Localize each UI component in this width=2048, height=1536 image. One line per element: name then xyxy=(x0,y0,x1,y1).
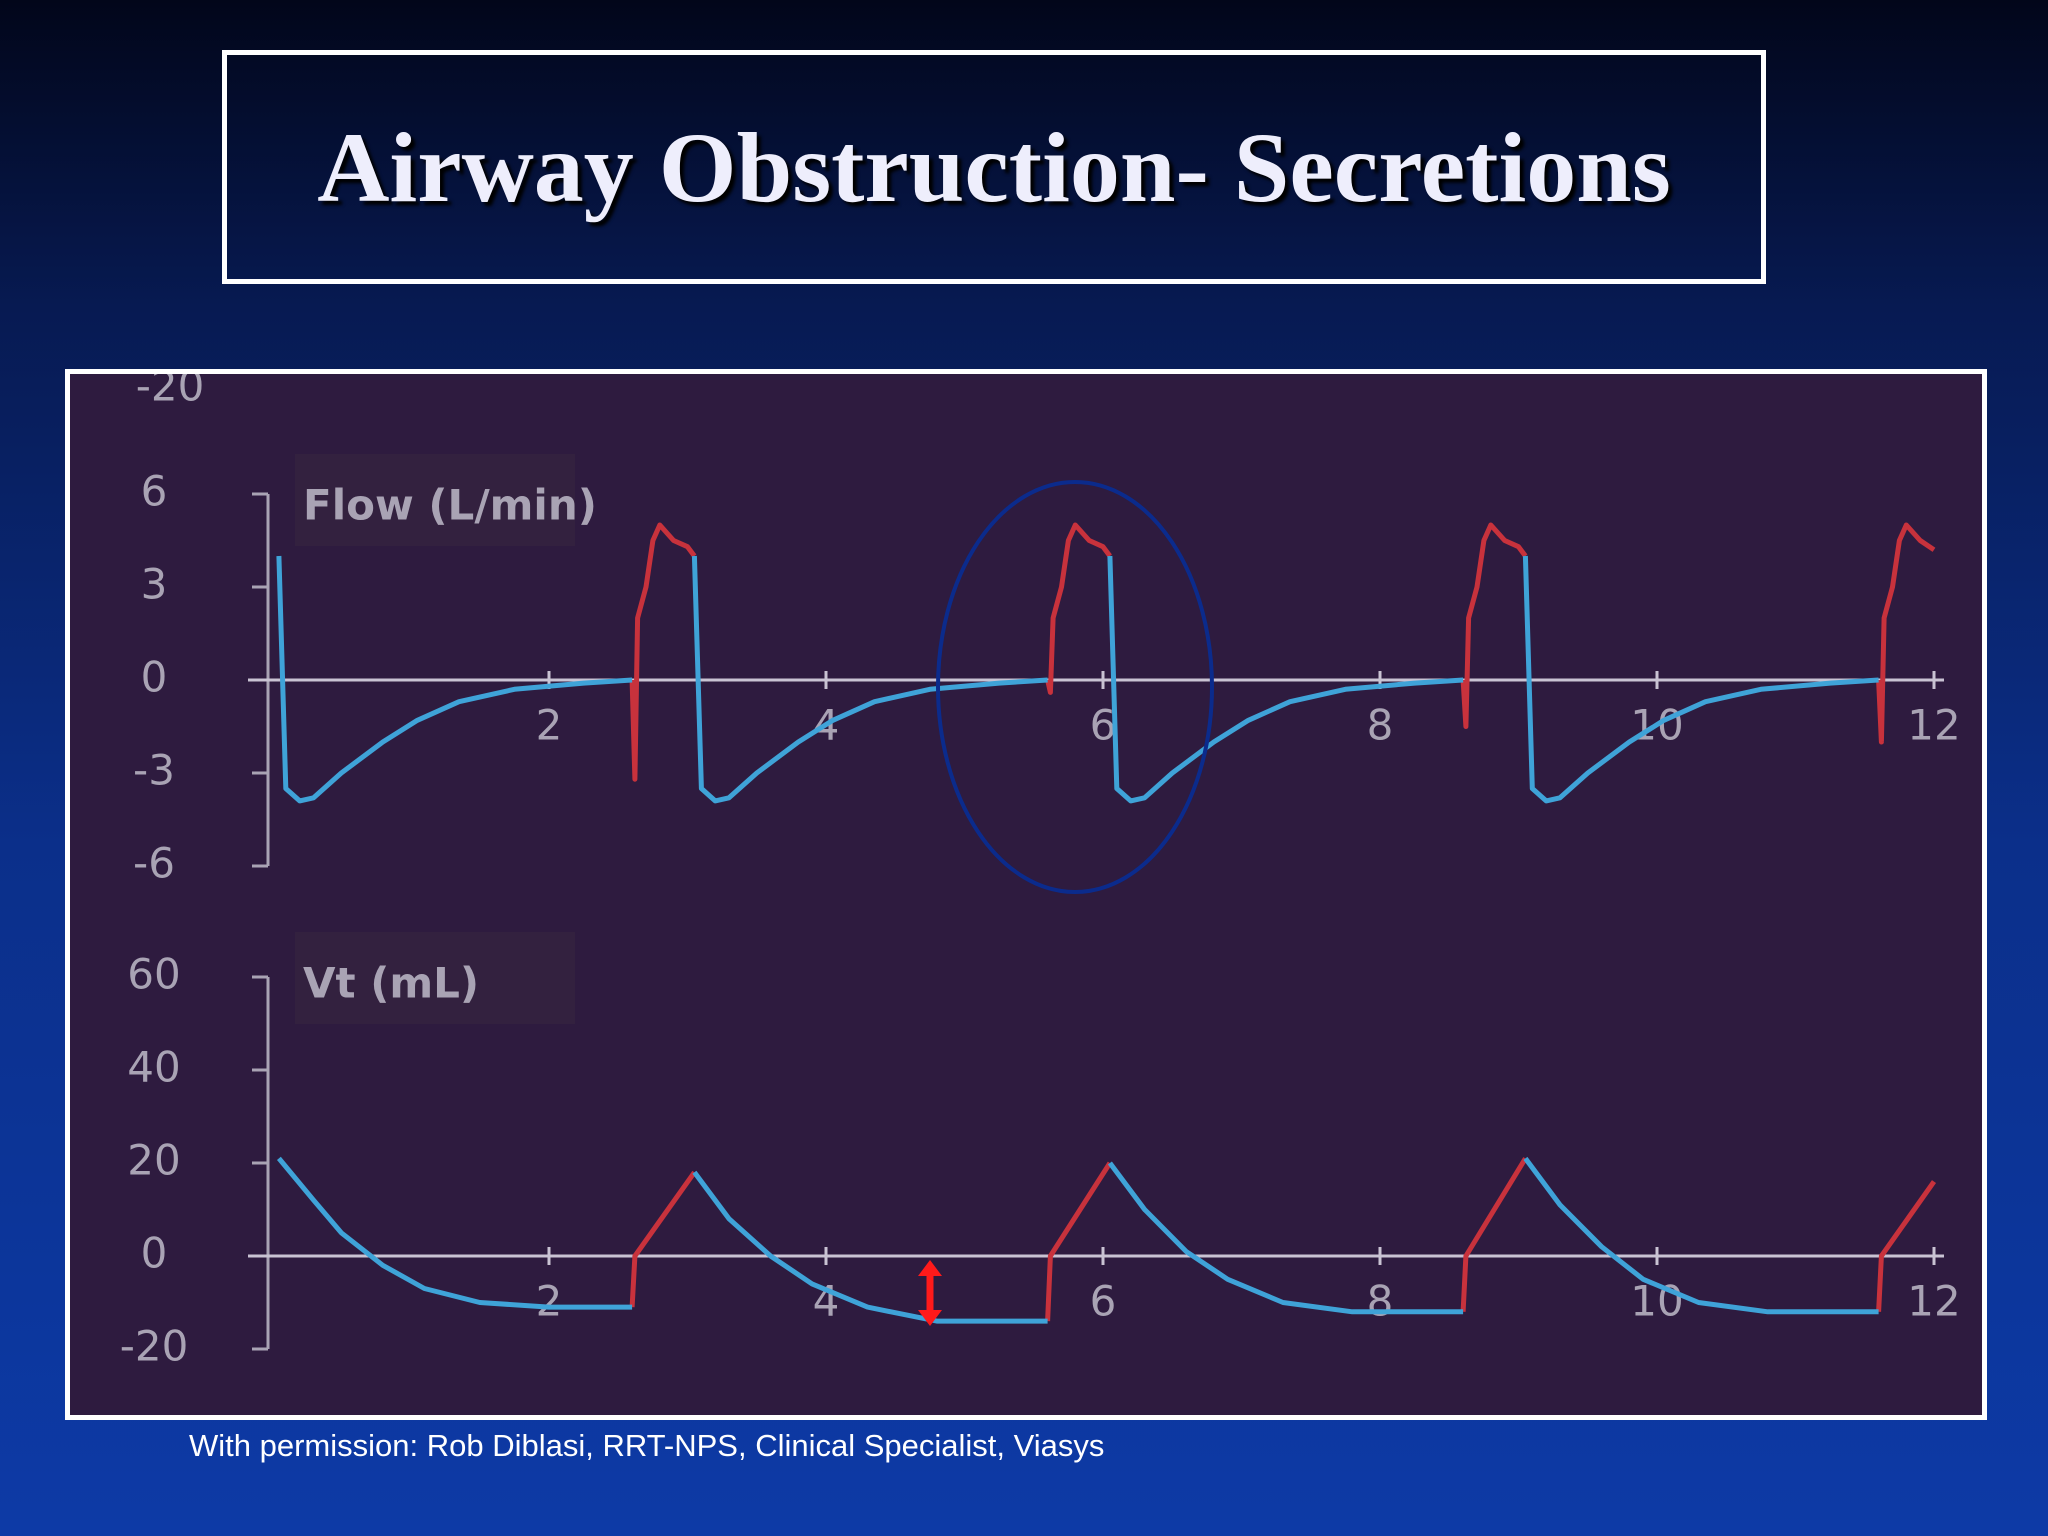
red-arrow xyxy=(918,1260,942,1326)
highlight-ellipse xyxy=(936,480,1214,894)
x-tick-label: 8 xyxy=(1367,701,1394,750)
chart-label: Flow (L/min) xyxy=(303,481,597,530)
waveform xyxy=(629,522,1936,782)
y-tick-label: -6 xyxy=(133,839,175,888)
y-tick-label: 0 xyxy=(141,653,168,702)
slide-title: Airway Obstruction- Secretions xyxy=(317,111,1671,223)
x-tick-label: 12 xyxy=(1907,1277,1960,1326)
cropped-tick-label: -20 xyxy=(136,374,205,411)
y-tick-label: 60 xyxy=(127,950,180,999)
y-tick-label: -20 xyxy=(120,1322,189,1371)
y-tick-label: 3 xyxy=(141,560,168,609)
y-tick-label: 40 xyxy=(127,1043,180,1092)
y-tick-label: -3 xyxy=(133,746,175,795)
x-tick-label: 8 xyxy=(1367,1277,1394,1326)
credit: With permission: Rob Diblasi, RRT-NPS, C… xyxy=(189,1428,1105,1463)
x-tick-label: 6 xyxy=(1090,701,1117,750)
title-box: Airway Obstruction- Secretions xyxy=(222,50,1766,284)
x-tick-label: 6 xyxy=(1090,1277,1117,1326)
chart-panel: -20 Flow (L/min) -6 -3 0 3 6 2 4 6 8 10 12 Vt (mL) -20… xyxy=(65,369,1987,1420)
waveform xyxy=(276,1156,1879,1324)
waveform xyxy=(276,555,1879,804)
label-box xyxy=(295,454,575,546)
x-tick-label: 2 xyxy=(536,1277,563,1326)
chart-label: Vt (mL) xyxy=(303,959,479,1008)
x-tick-label: 12 xyxy=(1907,701,1960,750)
y-tick-label: 6 xyxy=(141,467,168,516)
x-tick-label: 2 xyxy=(536,701,563,750)
label-box xyxy=(295,932,575,1024)
waveform xyxy=(629,1157,1937,1322)
y-tick-label: 20 xyxy=(127,1136,180,1185)
y-tick-label: 0 xyxy=(141,1229,168,1278)
